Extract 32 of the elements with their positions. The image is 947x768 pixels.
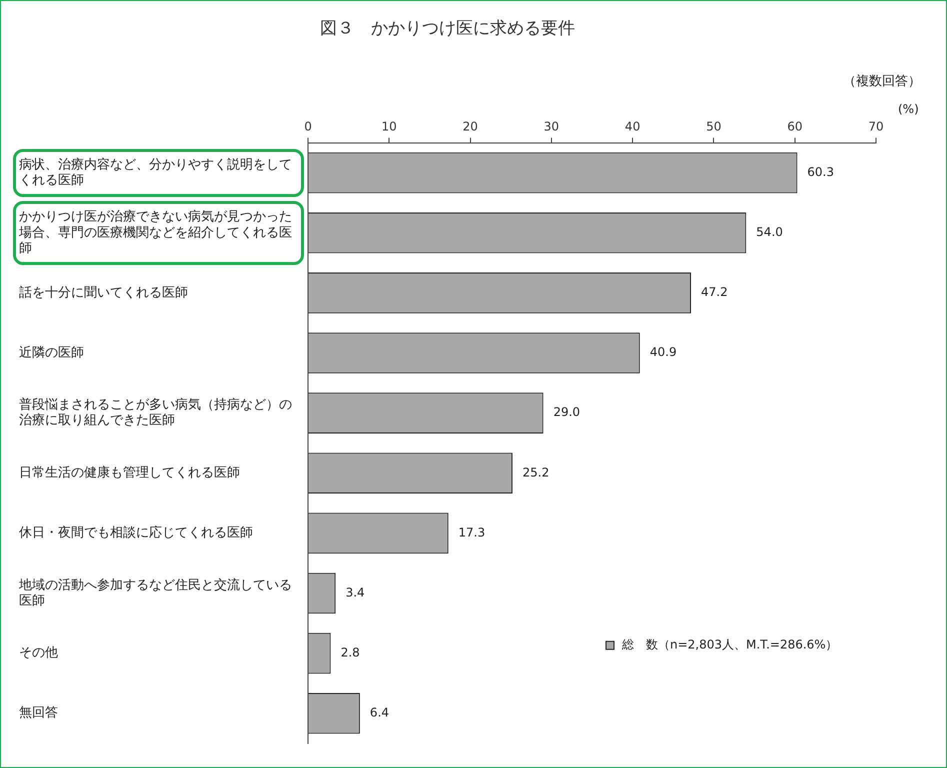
y-tick-label: 日常生活の健康も管理してくれる医師 bbox=[19, 466, 240, 481]
data-label: 3.4 bbox=[346, 585, 365, 600]
legend-label: 総 数（n=2,803人、M.T.=286.6%） bbox=[621, 638, 838, 652]
x-tick-label: 70 bbox=[868, 120, 884, 134]
x-axis-title: (%) bbox=[898, 102, 919, 116]
y-tick-label: 病状、治療内容など、分かりやすく説明をしてくれる医師 bbox=[19, 156, 292, 188]
y-tick-label: 無回答 bbox=[19, 706, 58, 721]
x-tick-label: 50 bbox=[706, 120, 722, 134]
y-tick-label: その他 bbox=[19, 646, 58, 661]
x-tick-label: 40 bbox=[624, 120, 640, 134]
chart-title: 図３ かかりつけ医に求める要件 bbox=[320, 18, 575, 39]
data-label: 60.3 bbox=[807, 164, 834, 179]
data-label: 47.2 bbox=[700, 285, 728, 300]
x-tick-label: 10 bbox=[382, 120, 397, 134]
data-label: 40.9 bbox=[650, 345, 677, 360]
data-label: 29.0 bbox=[553, 405, 580, 420]
y-tick-label: 近隣の医師 bbox=[19, 345, 84, 360]
x-tick-label: 60 bbox=[787, 120, 802, 134]
text: （複数回答） bbox=[843, 74, 921, 89]
data-label: 17.3 bbox=[458, 525, 486, 540]
data-label: 25.2 bbox=[522, 465, 550, 480]
y-tick-label: 普段悩まされることが多い病気（持病など）の治療に取り組んできた医師 bbox=[19, 396, 292, 428]
data-label: 2.8 bbox=[340, 645, 360, 660]
x-tick-label: 20 bbox=[462, 120, 478, 134]
data-label: 54.0 bbox=[756, 225, 783, 240]
y-tick-label: 地域の活動へ参加するなど住民と交流している医師 bbox=[18, 576, 292, 608]
x-tick-label: 0 bbox=[304, 120, 312, 134]
y-tick-label: かかりつけ医が治療できない病気が見つかった場合、専門の医療機関などを紹介してくれる医師 bbox=[18, 210, 292, 256]
x-tick-label: 30 bbox=[544, 120, 560, 134]
y-tick-label: 話を十分に聞いてくれる医師 bbox=[19, 285, 188, 300]
y-tick-label: 休日・夜間でも相談に応じてくれる医師 bbox=[19, 524, 253, 541]
data-label: 6.4 bbox=[370, 705, 390, 720]
